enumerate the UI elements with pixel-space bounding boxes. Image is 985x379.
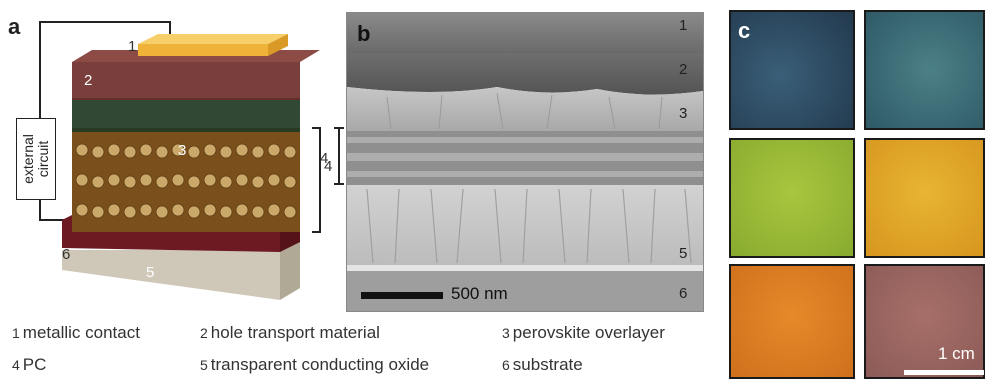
legend-label-4: PC xyxy=(22,355,47,374)
metallic-contact-top xyxy=(138,34,288,44)
legend-item-2: 2 hole transport material xyxy=(200,323,380,343)
panel-c: c 1 cm xyxy=(724,8,985,379)
legend-label-6: substrate xyxy=(512,355,583,374)
external-circuit-label: external circuit xyxy=(20,134,51,184)
sem-cross-section xyxy=(347,13,703,311)
particle-row-2 xyxy=(75,173,297,189)
schematic-label-5: 5 xyxy=(146,264,155,281)
substrate-front xyxy=(62,250,280,300)
external-circuit-line1: external xyxy=(20,134,36,184)
sem-label-1: 1 xyxy=(679,17,688,34)
legend-item-5: 5 transparent conducting oxide xyxy=(200,355,429,375)
legend-number-1: 1 xyxy=(12,325,20,341)
sem-layer-3-streaks xyxy=(386,92,663,130)
substrate-side xyxy=(280,240,300,300)
particle-row-1 xyxy=(75,143,297,159)
sem-layer-3 xyxy=(347,87,703,131)
schematic-label-6: 6 xyxy=(62,246,71,263)
pc-bracket xyxy=(312,127,321,233)
schematic-label-3: 3 xyxy=(178,142,187,159)
legend-number-4: 4 xyxy=(12,357,20,373)
pc-layers xyxy=(72,128,300,232)
swatch-3 xyxy=(729,138,855,258)
swatch-scale-bar xyxy=(904,370,984,375)
external-circuit-line2: circuit xyxy=(35,140,51,178)
sem-layer-1 xyxy=(347,13,703,53)
circuit-wire xyxy=(39,21,171,221)
htm-front xyxy=(72,62,300,100)
sem-label-4: 4 xyxy=(320,150,329,167)
panel-a-letter: a xyxy=(8,14,21,39)
metallic-contact-front xyxy=(138,44,268,56)
legend-number-2: 2 xyxy=(200,325,208,341)
legend-label-1: metallic contact xyxy=(22,323,140,342)
sem-label-3: 3 xyxy=(679,105,688,122)
sem-pc-bracket xyxy=(334,127,344,185)
sem-tco-grains xyxy=(366,188,692,264)
schematic-label-1: 1 xyxy=(128,38,137,55)
sem-pc-texture xyxy=(347,137,703,177)
swatch-2 xyxy=(864,10,985,130)
swatch-scale-bar-label: 1 cm xyxy=(938,344,975,363)
legend-number-6: 6 xyxy=(502,357,510,373)
panel-c-letter: c xyxy=(738,18,751,43)
legend-item-1: 1 metallic contact xyxy=(12,323,140,343)
swatch-6 xyxy=(864,264,985,379)
panel-b-sem-image: b 1 2 3 5 6 500 nm xyxy=(346,12,704,312)
swatch-4 xyxy=(864,138,985,258)
legend-label-5: transparent conducting oxide xyxy=(210,355,430,374)
legend-item-4: 4 PC xyxy=(12,355,46,375)
sem-scale-bar xyxy=(361,292,443,299)
sem-scale-bar-label: 500 nm xyxy=(451,284,508,303)
swatch-1 xyxy=(729,10,855,130)
sem-layer-2 xyxy=(347,53,703,95)
schematic-label-2: 2 xyxy=(84,72,93,89)
legend-number-3: 3 xyxy=(502,325,510,341)
legend-label-3: perovskite overlayer xyxy=(512,323,665,342)
legend-number-5: 5 xyxy=(200,357,208,373)
panel-b-letter: b xyxy=(357,21,371,46)
particle-row-3 xyxy=(75,203,297,219)
metallic-contact-side xyxy=(268,34,288,56)
device-stack-diagram xyxy=(39,21,321,300)
legend-item-6: 6 substrate xyxy=(502,355,583,375)
legend-item-3: 3 perovskite overlayer xyxy=(502,323,665,343)
external-circuit-box: external circuit xyxy=(16,118,56,200)
schematic-label-4: 4 xyxy=(324,158,333,175)
legend-label-2: hole transport material xyxy=(210,323,380,342)
swatch-5 xyxy=(729,264,855,379)
sem-label-6: 6 xyxy=(679,285,688,302)
sem-label-5: 5 xyxy=(679,245,688,262)
sem-label-2: 2 xyxy=(679,61,688,78)
sem-layer-6 xyxy=(347,271,703,311)
panel-a: a xyxy=(0,0,340,320)
sem-layer-5-edge xyxy=(347,265,703,271)
perovskite-overlayer xyxy=(72,98,300,132)
